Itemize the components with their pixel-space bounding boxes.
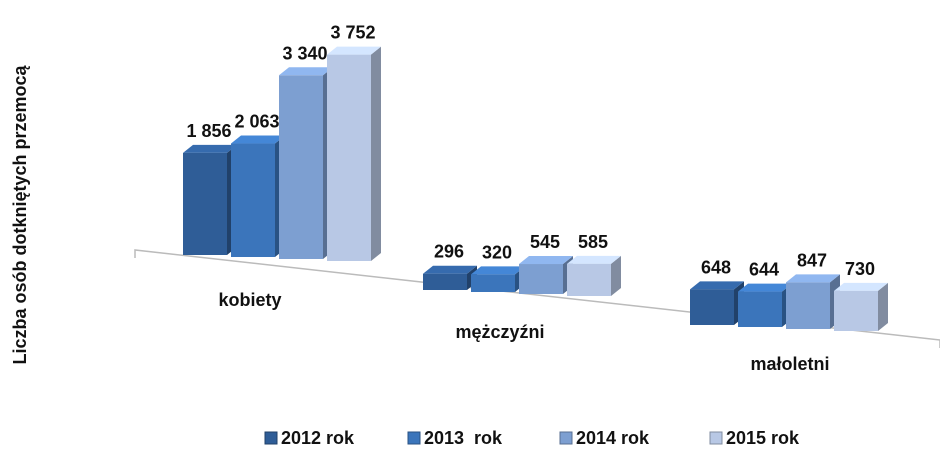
bar-side xyxy=(371,46,381,261)
bar xyxy=(690,289,734,325)
bar-side xyxy=(878,282,888,331)
bar-top xyxy=(183,144,237,153)
value-label: 648 xyxy=(701,257,731,277)
bar-top xyxy=(327,46,381,55)
bar-top xyxy=(279,67,333,76)
bar-top xyxy=(423,265,477,274)
legend-swatch xyxy=(264,431,278,445)
bar-top xyxy=(690,281,744,290)
bar xyxy=(279,75,323,259)
bar xyxy=(327,54,371,261)
value-label: 2 063 xyxy=(234,112,279,132)
y-axis-label: Liczba osób dotkniętych przemocą xyxy=(10,64,30,364)
value-label: 730 xyxy=(845,259,875,279)
value-label: 296 xyxy=(434,242,464,262)
value-label: 1 856 xyxy=(186,121,231,141)
legend-label: 2012 rok xyxy=(281,428,355,448)
value-label: 3 340 xyxy=(282,43,327,63)
bar xyxy=(183,152,227,255)
value-label: 585 xyxy=(578,232,608,252)
x-tick-label: kobiety xyxy=(218,290,281,310)
bar-side xyxy=(611,255,621,296)
bar xyxy=(786,282,830,329)
bar-top xyxy=(519,256,573,265)
floor xyxy=(134,249,940,348)
legend-label: 2013 rok xyxy=(424,428,503,448)
value-label: 545 xyxy=(530,232,560,252)
bar-top xyxy=(834,282,888,291)
bar-top xyxy=(471,266,525,275)
legend-swatch xyxy=(709,431,723,445)
value-label: 644 xyxy=(749,260,779,280)
legend-swatch xyxy=(559,431,573,445)
legend-swatch xyxy=(407,431,421,445)
value-label: 320 xyxy=(482,242,512,262)
bar xyxy=(423,273,467,290)
x-tick-label: małoletni xyxy=(750,354,829,374)
bar xyxy=(567,263,611,296)
bar xyxy=(231,143,275,257)
bar-top xyxy=(738,283,792,292)
value-label: 847 xyxy=(797,250,827,270)
value-label: 3 752 xyxy=(330,23,375,43)
bar-top xyxy=(231,135,285,144)
bar xyxy=(738,291,782,327)
bar xyxy=(834,290,878,331)
bar xyxy=(519,264,563,294)
bar xyxy=(471,274,515,292)
bar-top xyxy=(786,274,840,283)
legend-label: 2015 rok xyxy=(726,428,800,448)
legend-label: 2014 rok xyxy=(576,428,650,448)
x-tick-label: mężczyźni xyxy=(455,322,544,342)
bar-top xyxy=(567,255,621,264)
